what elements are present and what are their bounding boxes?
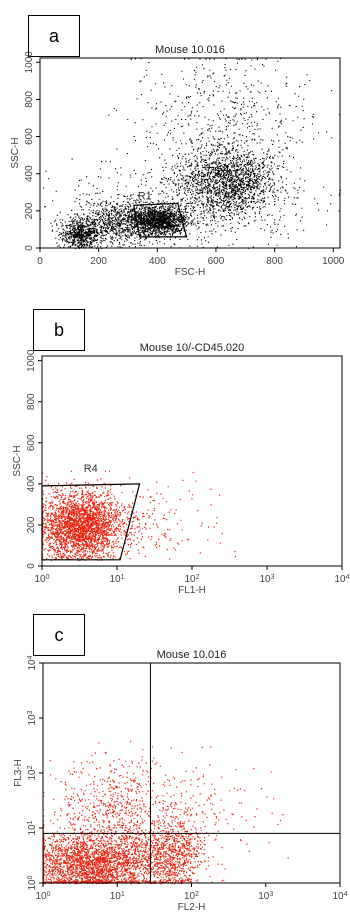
population-3 — [107, 194, 215, 245]
gate-label: R1 — [138, 190, 152, 202]
scatter-points — [84, 746, 289, 884]
y-tick-label: 100 — [27, 875, 39, 890]
data-points — [42, 466, 236, 561]
x-tick-label: 100 — [35, 891, 50, 903]
y-tick-label: 800 — [24, 91, 35, 108]
gate-label: R4 — [84, 463, 98, 475]
x-tick-label: 200 — [90, 256, 107, 267]
y-tick-label: 103 — [27, 710, 39, 725]
y-tick-label: 1000 — [24, 51, 35, 74]
panel-b-label: b — [33, 309, 85, 351]
x-axis-label: FSC-H — [175, 267, 206, 278]
y-tick-label: 400 — [24, 165, 35, 182]
population-2 — [59, 182, 169, 249]
y-tick-label: 0 — [24, 245, 35, 251]
population-3 — [117, 786, 242, 885]
data-points — [40, 58, 341, 250]
scatter-points — [43, 805, 190, 885]
x-tick-label: 102 — [184, 574, 199, 586]
panel-a-label: a — [28, 15, 80, 57]
y-tick-label: 200 — [24, 202, 35, 219]
population-4 — [115, 128, 299, 233]
chart-title: Mouse 10/-CD45.020 — [140, 342, 245, 354]
scatter-points — [50, 209, 114, 250]
x-tick-label: 104 — [332, 891, 347, 903]
x-tick-label: 100 — [34, 574, 49, 586]
x-axis-label: FL1-H — [178, 585, 206, 596]
x-tick-label: 0 — [37, 256, 43, 267]
plot-frame — [39, 57, 341, 249]
chart-title: Mouse 10.016 — [157, 649, 227, 661]
y-tick-label: 101 — [27, 820, 39, 835]
scatter-points — [43, 740, 206, 883]
y-axis-label: SSC-H — [10, 137, 21, 168]
y-tick-label: 800 — [26, 393, 37, 410]
x-tick-label: 1000 — [322, 256, 345, 267]
x-tick-label: 104 — [334, 574, 349, 586]
y-axis-label: SSC-H — [12, 445, 23, 476]
x-tick-label: 400 — [149, 256, 166, 267]
scatter-points — [42, 466, 171, 561]
y-axis-label: FL3-H — [13, 759, 24, 787]
population-1 — [42, 466, 171, 561]
scatter-points — [115, 128, 299, 233]
scatter-points — [107, 194, 215, 245]
y-tick-label: 104 — [27, 655, 39, 670]
y-tick-label: 400 — [26, 475, 37, 492]
x-tick-label: 103 — [258, 891, 273, 903]
x-axis-label: FL2-H — [178, 902, 206, 913]
x-tick-label: 101 — [110, 891, 125, 903]
x-tick-label: 800 — [266, 256, 283, 267]
chart-title: Mouse 10.016 — [155, 44, 225, 56]
population-4 — [84, 746, 289, 884]
gate-polygon — [133, 202, 188, 238]
y-tick-label: 200 — [26, 516, 37, 533]
y-tick-label: 102 — [27, 765, 39, 780]
x-tick-label: 103 — [259, 574, 274, 586]
gate-polygon — [41, 483, 141, 561]
y-tick-label: 600 — [26, 434, 37, 451]
scatter-points — [59, 182, 169, 249]
x-tick-label: 101 — [109, 574, 124, 586]
population-1 — [50, 209, 114, 250]
scatter-points — [117, 786, 242, 885]
y-tick-label: 0 — [26, 563, 37, 569]
x-tick-label: 102 — [184, 891, 199, 903]
population-2 — [43, 740, 206, 883]
y-tick-label: 600 — [24, 128, 35, 145]
data-points — [43, 740, 289, 885]
x-tick-label: 600 — [208, 256, 225, 267]
y-tick-label: 1000 — [26, 349, 37, 372]
panel-c-label: c — [33, 614, 85, 656]
population-1 — [43, 805, 190, 885]
